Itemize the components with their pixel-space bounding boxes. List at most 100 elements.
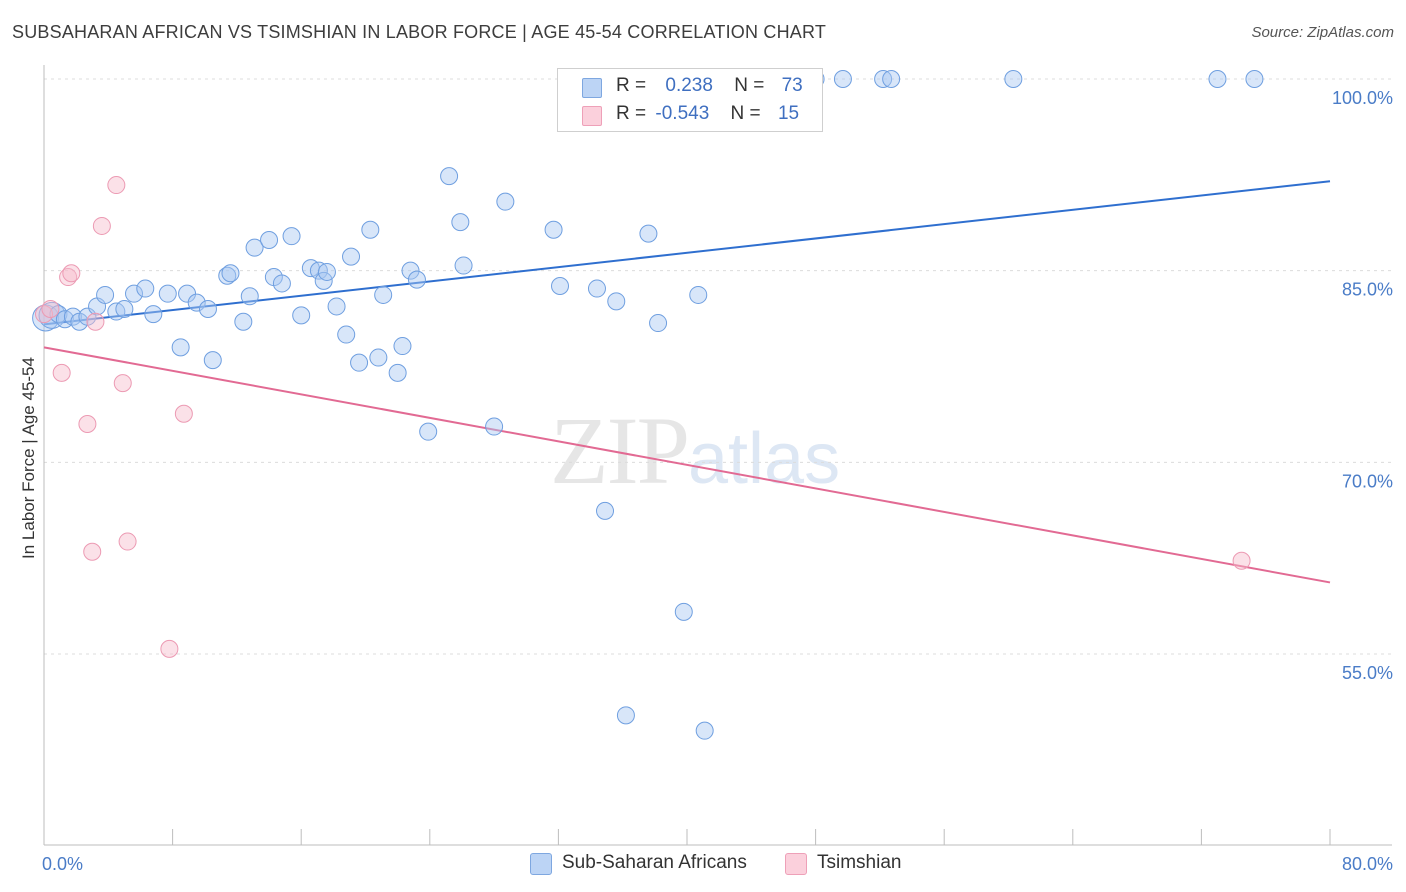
- point-subsaharan: [388, 363, 407, 382]
- bottom-legend-swatch-pink: [785, 853, 807, 875]
- watermark: ZIPatlas: [550, 395, 840, 506]
- y-tick-label: 85.0%: [1342, 280, 1393, 300]
- point-subsaharan: [337, 325, 356, 344]
- point-subsaharan: [649, 314, 668, 333]
- x-tick-label: 0.0%: [42, 854, 83, 874]
- gridlines: [44, 78, 1392, 655]
- legend-r-label: R =: [616, 75, 647, 96]
- watermark-atlas: atlas: [688, 419, 841, 499]
- y-tick-label: 100.0%: [1332, 88, 1393, 108]
- point-subsaharan: [282, 227, 301, 246]
- point-subsaharan: [369, 348, 388, 367]
- point-tsimshian: [118, 532, 137, 551]
- point-subsaharan: [674, 602, 693, 621]
- point-tsimshian: [107, 176, 126, 195]
- point-subsaharan: [393, 337, 412, 356]
- point-subsaharan: [544, 220, 563, 239]
- point-subsaharan: [1245, 70, 1264, 88]
- source-credit: Source: ZipAtlas.com: [1251, 24, 1394, 41]
- point-tsimshian: [113, 374, 132, 393]
- legend-swatch-blue: [582, 78, 602, 98]
- y-tick-label: 70.0%: [1342, 471, 1393, 491]
- point-subsaharan: [1208, 70, 1227, 88]
- point-subsaharan: [607, 292, 626, 311]
- point-subsaharan: [240, 287, 259, 306]
- point-subsaharan: [587, 279, 606, 298]
- axes: [43, 65, 1392, 846]
- point-tsimshian: [83, 542, 102, 561]
- legend-r-value: 0.238: [665, 75, 713, 96]
- legend-n-label: N =: [730, 103, 761, 124]
- point-subsaharan: [454, 256, 473, 275]
- point-subsaharan: [882, 70, 901, 88]
- watermark-zip: ZIP: [550, 397, 690, 504]
- trendlines: [43, 180, 1331, 584]
- point-subsaharan: [551, 277, 570, 295]
- trendline: [43, 346, 1331, 584]
- point-tsimshian: [52, 363, 71, 382]
- bottom-legend-label: Tsimshian: [817, 852, 902, 873]
- point-subsaharan: [485, 417, 504, 436]
- point-subsaharan: [350, 353, 369, 372]
- point-subsaharan: [203, 351, 222, 370]
- point-subsaharan: [158, 284, 177, 303]
- point-subsaharan: [96, 285, 115, 304]
- legend-n-value: 15: [777, 103, 800, 124]
- point-subsaharan: [833, 70, 852, 88]
- point-subsaharan: [115, 300, 134, 318]
- point-subsaharan: [171, 338, 190, 357]
- legend-r-label: R =: [616, 103, 647, 124]
- chart-title: SUBSAHARAN AFRICAN VS TSIMSHIAN IN LABOR…: [12, 22, 827, 42]
- point-subsaharan: [407, 270, 426, 289]
- point-tsimshian: [92, 216, 111, 235]
- trendline: [43, 180, 1331, 326]
- tick-labels: 55.0% 70.0% 85.0% 100.0% 0.0% 80.0% In Labor F…: [19, 88, 1393, 874]
- point-subsaharan: [245, 238, 264, 257]
- correlation-legend: R = 0.238 N = 73 R = -0.543 N = 15: [557, 68, 823, 132]
- point-subsaharan: [596, 501, 615, 520]
- point-tsimshian: [174, 404, 193, 423]
- point-subsaharan: [272, 274, 291, 293]
- point-subsaharan: [401, 261, 420, 280]
- point-subsaharan: [440, 167, 459, 186]
- bottom-legend-label: Sub-Saharan Africans: [562, 852, 747, 873]
- point-subsaharan: [496, 192, 515, 211]
- legend-swatch-pink: [582, 106, 602, 126]
- data-points: [32, 70, 1264, 740]
- point-subsaharan: [361, 220, 380, 239]
- point-subsaharan: [1004, 70, 1023, 88]
- point-subsaharan: [260, 231, 279, 249]
- point-subsaharan: [317, 262, 336, 281]
- legend-n-label: N =: [734, 75, 765, 96]
- point-subsaharan: [218, 266, 237, 285]
- legend-n-value: 73: [781, 75, 803, 96]
- point-subsaharan: [178, 284, 197, 303]
- y-tick-label: 55.0%: [1342, 663, 1393, 683]
- point-subsaharan: [342, 247, 361, 266]
- point-tsimshian: [62, 264, 81, 283]
- point-subsaharan: [419, 422, 438, 441]
- point-tsimshian: [78, 415, 97, 433]
- point-subsaharan: [292, 306, 311, 325]
- point-tsimshian: [160, 639, 179, 658]
- point-subsaharan: [374, 285, 393, 304]
- point-tsimshian: [41, 300, 60, 318]
- point-subsaharan: [327, 297, 346, 316]
- bottom-legend-swatch-blue: [530, 853, 552, 875]
- point-subsaharan: [198, 300, 217, 318]
- legend-r-value: -0.543: [655, 103, 710, 124]
- point-tsimshian: [86, 312, 105, 331]
- point-tsimshian: [1232, 551, 1251, 570]
- point-subsaharan: [144, 305, 163, 324]
- point-subsaharan: [616, 706, 635, 725]
- point-subsaharan: [689, 285, 708, 304]
- x-tick-label: 80.0%: [1342, 854, 1393, 874]
- point-subsaharan: [639, 224, 658, 243]
- point-subsaharan: [221, 264, 240, 283]
- point-subsaharan: [136, 279, 155, 298]
- point-subsaharan: [695, 721, 714, 740]
- point-subsaharan: [451, 213, 470, 232]
- point-subsaharan: [187, 293, 206, 312]
- y-axis-title: In Labor Force | Age 45-54: [19, 357, 38, 559]
